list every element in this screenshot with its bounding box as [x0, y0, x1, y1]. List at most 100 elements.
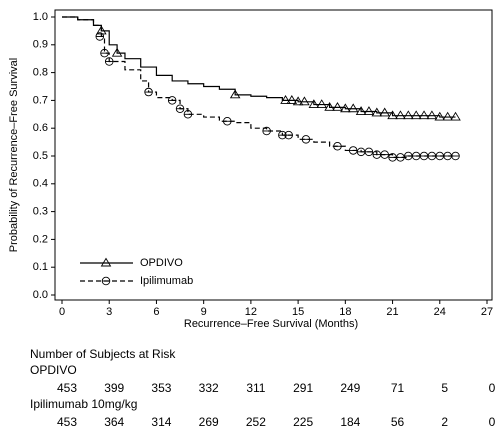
- legend-marker: [101, 276, 111, 286]
- censor-marker: [332, 101, 343, 111]
- legend-label: OPDIVO: [140, 257, 183, 269]
- x-tick-label: 27: [481, 306, 493, 318]
- censor-marker: [435, 151, 445, 161]
- censor-marker: [379, 107, 390, 117]
- legend-label: Ipilimumab: [140, 275, 193, 287]
- censor-marker: [324, 101, 335, 111]
- censor-marker: [183, 110, 193, 119]
- y-tick-label: 0.7: [33, 94, 48, 106]
- risk-count: 364: [104, 415, 124, 429]
- risk-count: 249: [340, 381, 360, 395]
- legend-marker: [100, 257, 112, 267]
- survival-curve: [62, 16, 456, 158]
- censor-marker: [229, 89, 241, 99]
- risk-count: 0: [489, 381, 495, 395]
- y-tick-label: 1.0: [33, 11, 48, 23]
- x-tick-label: 21: [386, 306, 398, 318]
- censor-marker: [299, 96, 310, 106]
- censor-marker: [404, 151, 413, 161]
- censor-marker: [348, 146, 358, 155]
- survival-curve: [62, 16, 456, 118]
- censor-marker: [104, 57, 114, 66]
- censor-marker: [95, 32, 105, 41]
- censor-marker: [292, 96, 304, 106]
- risk-count: 453: [57, 415, 77, 429]
- risk-count: 332: [199, 381, 219, 395]
- x-axis-label: Recurrence–Free Survival (Months): [184, 318, 358, 330]
- y-axis-label: Probability of Recurrence–Free Survival: [8, 58, 20, 252]
- plot-frame: [54, 9, 493, 301]
- risk-count: 0: [489, 415, 495, 429]
- censor-marker: [434, 111, 446, 121]
- risk-count: 353: [151, 381, 171, 395]
- censor-marker: [403, 110, 414, 120]
- risk-count: 252: [246, 415, 266, 429]
- censor-marker: [111, 47, 123, 57]
- censor-marker: [427, 151, 437, 161]
- risk-count: 314: [151, 415, 171, 429]
- censor-marker: [426, 110, 438, 120]
- censor-marker: [223, 116, 232, 126]
- y-tick-label: 0.9: [33, 39, 48, 51]
- x-tick-label: 9: [201, 306, 207, 318]
- x-tick-label: 12: [245, 306, 257, 318]
- censor-marker: [144, 87, 153, 97]
- x-tick-label: 24: [434, 306, 446, 318]
- y-tick-label: 0.0: [33, 289, 48, 301]
- x-tick-label: 18: [339, 306, 351, 318]
- censor-marker: [380, 150, 389, 159]
- risk-count: 5: [441, 381, 448, 395]
- y-tick-label: 0.3: [33, 206, 48, 218]
- censor-marker: [333, 142, 342, 151]
- censor-marker: [410, 110, 422, 120]
- censor-marker: [280, 95, 291, 104]
- censor-marker: [450, 111, 461, 121]
- y-tick-label: 0.5: [33, 150, 48, 162]
- censor-marker: [355, 106, 367, 115]
- y-tick-label: 0.6: [33, 122, 48, 134]
- censor-marker: [371, 107, 383, 117]
- censor-marker: [387, 110, 398, 120]
- risk-count: 399: [104, 381, 124, 395]
- censor-marker: [284, 130, 293, 140]
- censor-marker: [316, 99, 328, 109]
- risk-count: 225: [293, 415, 313, 429]
- censor-marker: [175, 104, 185, 113]
- risk-group-label: Ipilimumab 10mg/kg: [30, 397, 137, 411]
- censor-marker: [419, 151, 429, 161]
- risk-count: 184: [340, 415, 360, 429]
- risk-count: 311: [246, 381, 265, 395]
- y-tick-label: 0.8: [33, 67, 48, 79]
- x-tick-label: 3: [106, 306, 112, 318]
- censor-marker: [100, 48, 109, 58]
- censor-marker: [308, 99, 320, 109]
- censor-marker: [364, 147, 374, 157]
- censor-marker: [395, 110, 406, 120]
- censor-marker: [363, 106, 375, 115]
- censor-marker: [347, 103, 359, 113]
- y-tick-label: 0.4: [33, 178, 48, 190]
- x-tick-label: 6: [153, 306, 159, 318]
- risk-group-label: OPDIVO: [30, 363, 77, 377]
- censor-marker: [451, 151, 460, 161]
- y-tick-label: 0.2: [33, 233, 48, 245]
- censor-marker: [340, 103, 351, 113]
- risk-count: 56: [391, 415, 405, 429]
- censor-marker: [286, 95, 298, 104]
- x-tick-label: 15: [292, 306, 304, 318]
- risk-count: 71: [391, 381, 405, 395]
- x-tick-label: 0: [59, 306, 65, 318]
- risk-count: 291: [293, 381, 313, 395]
- censor-marker: [262, 126, 271, 136]
- censor-marker: [167, 96, 177, 105]
- censor-marker: [442, 111, 453, 121]
- risk-count: 269: [199, 415, 219, 429]
- censor-marker: [356, 147, 366, 157]
- censor-marker: [301, 135, 311, 144]
- risk-count: 453: [57, 381, 77, 395]
- censor-marker: [396, 153, 405, 162]
- risk-table-title: Number of Subjects at Risk: [30, 347, 176, 361]
- censor-marker: [443, 151, 452, 161]
- y-tick-label: 0.1: [33, 261, 48, 273]
